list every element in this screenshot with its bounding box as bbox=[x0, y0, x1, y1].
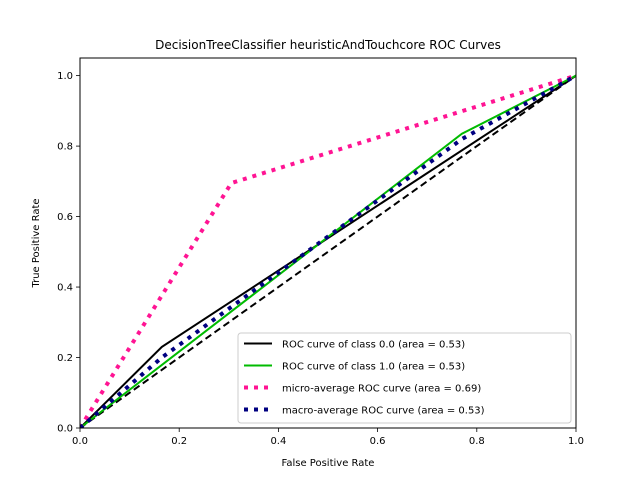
y-tick-label: 0.0 bbox=[57, 424, 73, 435]
y-tick-label: 0.2 bbox=[57, 353, 73, 364]
y-axis-label: True Positive Rate bbox=[31, 198, 42, 288]
y-tick-label: 0.4 bbox=[57, 283, 73, 294]
plot-frame bbox=[79, 57, 577, 429]
series-line-4 bbox=[80, 73, 576, 428]
legend: ROC curve of class 0.0 (area = 0.53) ROC … bbox=[237, 332, 572, 424]
x-tick-label: 0.4 bbox=[270, 436, 286, 447]
x-axis: 0.0 0.2 0.4 0.6 0.8 1.0 bbox=[72, 428, 584, 447]
y-axis: 0.0 0.2 0.4 0.6 0.8 1.0 bbox=[57, 71, 80, 435]
chance-diagonal-line bbox=[80, 74, 576, 428]
legend-label-1: ROC curve of class 0.0 (area = 0.53) bbox=[282, 340, 465, 351]
x-tick-label: 0.0 bbox=[72, 436, 88, 447]
y-tick-label: 1.0 bbox=[57, 71, 73, 82]
legend-label-4: macro-average ROC curve (area = 0.53) bbox=[282, 406, 485, 417]
x-tick-label: 1.0 bbox=[568, 436, 584, 447]
legend-label-3: micro-average ROC curve (area = 0.69) bbox=[282, 384, 481, 395]
legend-label-2: ROC curve of class 1.0 (area = 0.53) bbox=[282, 362, 465, 373]
chart-title: DecisionTreeClassifier heuristicAndTouch… bbox=[155, 38, 501, 52]
series-line-2 bbox=[80, 74, 576, 428]
y-tick-label: 0.8 bbox=[57, 142, 73, 153]
legend-box bbox=[237, 332, 572, 424]
x-axis-label: False Positive Rate bbox=[282, 458, 375, 469]
plot-area bbox=[80, 73, 576, 428]
y-tick-label: 0.6 bbox=[57, 212, 73, 223]
x-tick-label: 0.2 bbox=[171, 436, 187, 447]
series-line-1 bbox=[80, 74, 576, 428]
x-tick-label: 0.8 bbox=[469, 436, 485, 447]
x-tick-label: 0.6 bbox=[370, 436, 386, 447]
